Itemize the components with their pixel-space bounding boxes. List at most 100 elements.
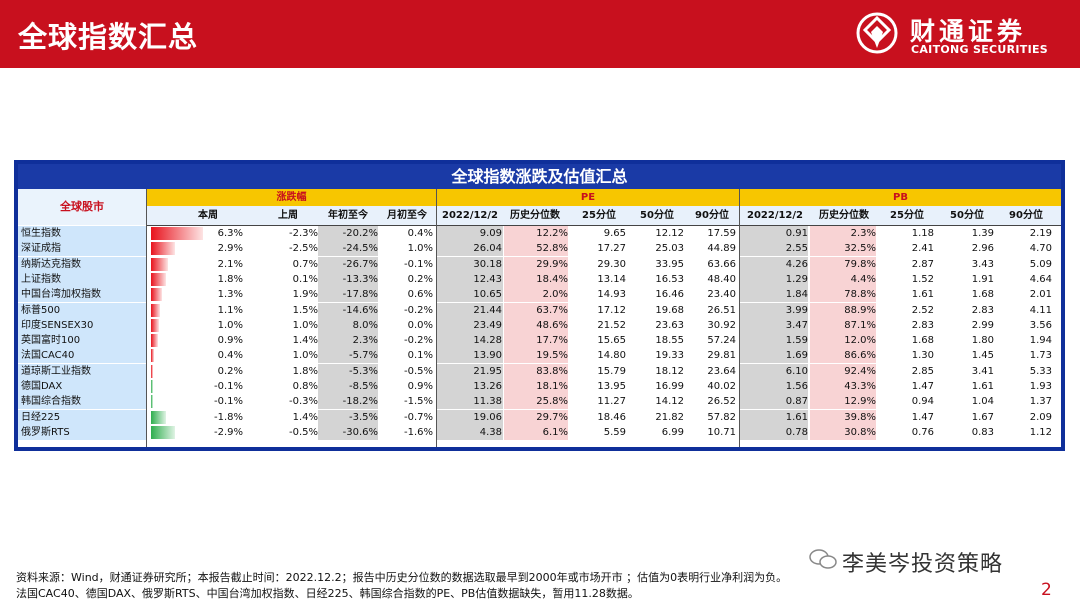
cell-week: -0.1%: [213, 396, 243, 408]
cell-mtd: 0.9%: [407, 381, 433, 392]
table-row: 上证指数 1.8% 0.1% -13.3% 0.2% 12.43 18.4% 13.14 16.…: [18, 271, 1061, 288]
pb-shade: [740, 271, 808, 287]
divider-change-pe: [436, 189, 437, 447]
cell-pe: 12.43: [473, 273, 502, 285]
weekly-change-bar: [151, 288, 162, 302]
cell-ytd: -5.3%: [348, 365, 378, 377]
cell-pb25: 1.47: [911, 411, 934, 423]
cell-pe_pct: 52.8%: [536, 243, 568, 255]
cell-mtd: 0.4%: [407, 228, 433, 239]
row-name: 印度SENSEX30: [21, 319, 94, 331]
table-title: 全球指数涨跌及估值汇总: [18, 164, 1061, 189]
cell-pb90: 4.70: [1029, 243, 1052, 255]
pe-shade: [437, 317, 503, 333]
cell-pe: 13.90: [473, 350, 502, 362]
logo-english-text: CAITONG SECURITIES: [911, 43, 1049, 56]
cell-pe50: 16.53: [655, 273, 684, 285]
pb-shade: [740, 333, 808, 349]
pb-pct-shade: [810, 287, 876, 303]
cell-pe25: 17.12: [597, 304, 626, 316]
ytd-shade: [318, 363, 378, 379]
cell-pb50: 1.91: [971, 273, 994, 285]
row-name: 英国富时100: [21, 335, 81, 347]
weekly-change-bar: [151, 257, 169, 271]
column-header: 2022/12/2: [746, 210, 803, 221]
cell-pb: 1.69: [785, 350, 808, 362]
weekly-change-bar: [151, 303, 161, 317]
cell-pe25: 11.27: [597, 396, 626, 408]
column-header: 2022/12/2: [441, 210, 498, 221]
pe-shade: [437, 363, 503, 379]
cell-pb90: 4.64: [1029, 273, 1052, 285]
ytd-shade: [318, 424, 378, 440]
cell-pb_pct: 32.5%: [844, 243, 876, 255]
cell-pe: 9.09: [479, 228, 502, 239]
pb-shade: [740, 317, 808, 333]
cell-pb_pct: 4.4%: [850, 273, 876, 285]
cell-pb25: 2.52: [911, 304, 934, 316]
cell-pb25: 2.87: [911, 258, 934, 270]
cell-pe50: 18.12: [655, 365, 684, 377]
pb-pct-shade: [810, 348, 876, 364]
logo-chinese-text: 财通证券: [910, 17, 1027, 46]
cell-pe: 4.38: [479, 426, 502, 438]
cell-ytd: -20.2%: [342, 228, 378, 239]
pe-shade: [437, 409, 503, 425]
group-header-change: 涨跌幅: [147, 189, 436, 206]
cell-pb: 4.26: [785, 258, 808, 270]
pb-pct-shade: [810, 271, 876, 287]
cell-pb_pct: 78.8%: [844, 289, 876, 301]
cell-pb25: 1.61: [911, 289, 934, 301]
cell-pe: 11.38: [473, 396, 502, 408]
row-header-label: 全球股市: [18, 189, 147, 225]
row-name: 恒生指数: [21, 228, 61, 239]
cell-pe90: 44.89: [707, 243, 736, 255]
cell-pe90: 23.40: [707, 289, 736, 301]
cell-lastweek: 1.4%: [292, 411, 318, 423]
pe-pct-shade: [504, 241, 568, 257]
cell-pb90: 2.01: [1029, 289, 1052, 301]
cell-mtd: -0.2%: [403, 304, 433, 316]
pb-shade: [740, 226, 808, 241]
pe-shade: [437, 424, 503, 440]
cell-pb50: 1.45: [971, 350, 994, 362]
weekly-change-bar: [151, 227, 203, 240]
page-title: 全球指数汇总: [18, 20, 199, 54]
pe-pct-shade: [504, 333, 568, 349]
weekly-change-bar: [151, 425, 175, 439]
row-name: 俄罗斯RTS: [21, 426, 70, 438]
cell-pb: 1.56: [785, 381, 808, 392]
cell-pe: 23.49: [473, 319, 502, 331]
cell-pe25: 9.65: [603, 228, 626, 239]
row-name: 日经225: [21, 411, 61, 423]
cell-pe90: 23.64: [707, 365, 736, 377]
cell-mtd: -1.5%: [403, 396, 433, 408]
cell-ytd: -26.7%: [342, 258, 378, 270]
cell-pe50: 33.95: [655, 258, 684, 270]
cell-lastweek: 0.8%: [292, 381, 318, 392]
column-header: 90分位: [695, 210, 729, 221]
cell-week: -2.9%: [213, 426, 243, 438]
pb-pct-shade: [810, 241, 876, 257]
table-row: 法国CAC40 0.4% 1.0% -5.7% 0.1% 13.90 19.5% 14.80 1…: [18, 348, 1061, 365]
cell-pb_pct: 12.0%: [844, 335, 876, 347]
cell-pe_pct: 18.4%: [536, 273, 568, 285]
row-name: 韩国综合指数: [21, 396, 81, 408]
divider-pe-pb: [739, 189, 740, 447]
table-row: 日经225 -1.8% 1.4% -3.5% -0.7% 19.06 29.7% 18.46 2…: [18, 409, 1061, 426]
cell-ytd: -14.6%: [342, 304, 378, 316]
pe-pct-shade: [504, 256, 568, 272]
cell-pe90: 63.66: [707, 258, 736, 270]
cell-week: 0.9%: [217, 335, 243, 347]
footnote-missing-data: 法国CAC40、德国DAX、俄罗斯RTS、中国台湾加权指数、日经225、韩国综合…: [16, 587, 639, 600]
ytd-shade: [318, 348, 378, 364]
cell-ytd: -8.5%: [348, 381, 378, 392]
cell-pe_pct: 29.7%: [536, 411, 568, 423]
cell-pb90: 1.73: [1029, 350, 1052, 362]
table-row: 中国台湾加权指数 1.3% 1.9% -17.8% 0.6% 10.65 2.0% 14.93…: [18, 287, 1061, 304]
row-name: 纳斯达克指数: [21, 258, 81, 270]
row-name: 中国台湾加权指数: [21, 289, 101, 301]
column-header: 年初至今: [328, 210, 368, 221]
cell-pb50: 2.96: [971, 243, 994, 255]
cell-lastweek: 0.7%: [292, 258, 318, 270]
